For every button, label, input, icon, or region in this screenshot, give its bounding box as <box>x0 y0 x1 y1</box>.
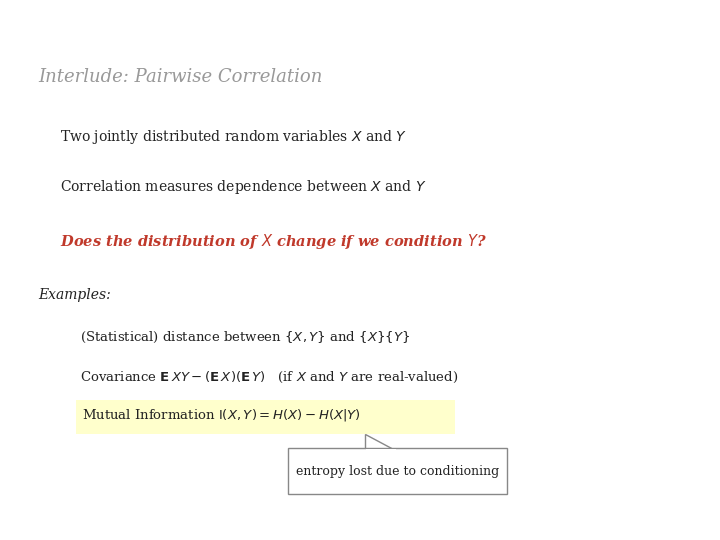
Text: Examples:: Examples: <box>38 288 111 302</box>
Text: Does the distribution of $X$ change if we condition $Y$?: Does the distribution of $X$ change if w… <box>60 232 487 251</box>
FancyBboxPatch shape <box>366 449 396 452</box>
Text: Interlude: Pairwise Correlation: Interlude: Pairwise Correlation <box>38 68 323 86</box>
Text: Mutual Information $\mathrm{I}(X, Y) = H(X) - H(X|Y)$: Mutual Information $\mathrm{I}(X, Y) = H… <box>82 407 361 423</box>
FancyBboxPatch shape <box>288 448 507 494</box>
FancyBboxPatch shape <box>76 400 455 434</box>
Text: (Statistical) distance between $\{X, Y\}$ and $\{X\}\{Y\}$: (Statistical) distance between $\{X, Y\}… <box>80 330 410 345</box>
Polygon shape <box>365 434 395 450</box>
Text: Two jointly distributed random variables $X$ and $Y$: Two jointly distributed random variables… <box>60 128 407 146</box>
Text: Covariance $\mathbf{E}\,XY - (\mathbf{E}\,X)(\mathbf{E}\,Y)$   (if $X$ and $Y$ a: Covariance $\mathbf{E}\,XY - (\mathbf{E}… <box>80 370 459 385</box>
Text: entropy lost due to conditioning: entropy lost due to conditioning <box>296 464 499 477</box>
Text: Correlation measures dependence between $X$ and $Y$: Correlation measures dependence between … <box>60 178 426 196</box>
